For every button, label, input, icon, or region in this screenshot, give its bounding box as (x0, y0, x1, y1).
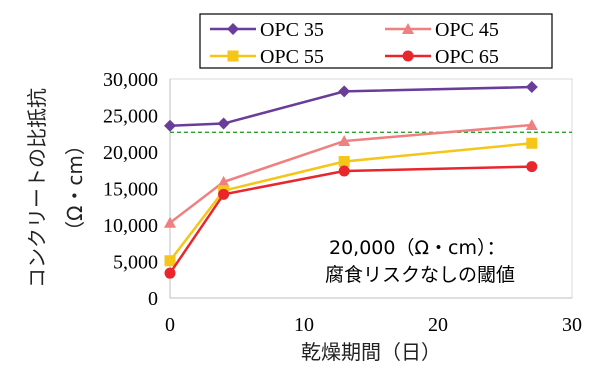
legend-item-opc-45: OPC 45 (385, 19, 499, 41)
y-tick-label: 0 (148, 288, 158, 310)
series-line-opc-35 (169, 85, 532, 127)
x-tick-label: 20 (428, 314, 448, 336)
series-line-opc-65 (168, 165, 532, 274)
legend-box (199, 13, 553, 69)
data-point-opc-65 (338, 165, 350, 177)
x-tick-label: 0 (165, 314, 175, 336)
y-tick-label: 25,000 (103, 106, 158, 128)
series-opc-35 (164, 81, 538, 132)
data-point-opc-35 (338, 85, 351, 98)
legend-item-opc-55: OPC 55 (210, 46, 324, 68)
legend-marker (402, 23, 414, 34)
series-line-opc-55 (169, 141, 532, 262)
legend: OPC 35 OPC 45 OPC 55 OPC 65 (199, 13, 553, 69)
y-tick-label: 15,000 (103, 179, 158, 201)
annotation-line-1: 20,000（Ω・cm）： (329, 237, 505, 259)
data-point-opc-45 (217, 175, 230, 187)
series-layer (164, 81, 538, 279)
data-point-opc-45 (164, 216, 176, 228)
series-opc-45 (164, 118, 538, 228)
annotation-line-2: 腐食リスクなしの閾値 (325, 264, 515, 286)
y-tick-labels: 0 5,000 10,000 15,000 20,000 25,000 30,000 (103, 69, 158, 310)
x-axis-title: 乾燥期間（日） (301, 340, 441, 364)
data-point-opc-45 (525, 118, 538, 130)
data-point-opc-35 (164, 119, 176, 132)
data-point-opc-65 (164, 267, 176, 279)
x-tick-label: 10 (294, 314, 314, 336)
legend-label: OPC 45 (435, 19, 499, 41)
series-line-opc-45 (169, 123, 532, 224)
data-point-opc-65 (526, 161, 538, 173)
y-tick-label: 5,000 (113, 252, 158, 274)
y-tick-label: 30,000 (103, 69, 158, 91)
legend-item-opc-65: OPC 65 (385, 46, 499, 68)
legend-marker (402, 50, 414, 62)
data-point-opc-35 (525, 81, 538, 94)
x-tick-labels: 0 10 20 30 (165, 314, 582, 336)
legend-label: OPC 55 (260, 46, 324, 68)
data-point-opc-55 (338, 155, 350, 167)
legend-marker (227, 23, 239, 35)
y-tick-label: 20,000 (103, 142, 158, 164)
data-point-opc-45 (338, 135, 351, 147)
y-axis-title-line-2: （Ω・cm） (63, 135, 87, 241)
x-tick-label: 30 (562, 314, 582, 336)
data-point-opc-55 (164, 255, 176, 267)
y-tick-label: 10,000 (103, 215, 158, 237)
y-axis-title-line-1: コンクリートの比抵抗 (25, 88, 49, 288)
data-point-opc-65 (218, 188, 230, 200)
data-point-opc-55 (526, 137, 538, 149)
series-opc-65 (164, 161, 538, 279)
legend-label: OPC 35 (260, 19, 324, 41)
legend-label: OPC 65 (435, 46, 499, 68)
data-point-opc-35 (217, 117, 230, 130)
legend-marker (227, 50, 239, 62)
legend-item-opc-35: OPC 35 (210, 19, 324, 41)
